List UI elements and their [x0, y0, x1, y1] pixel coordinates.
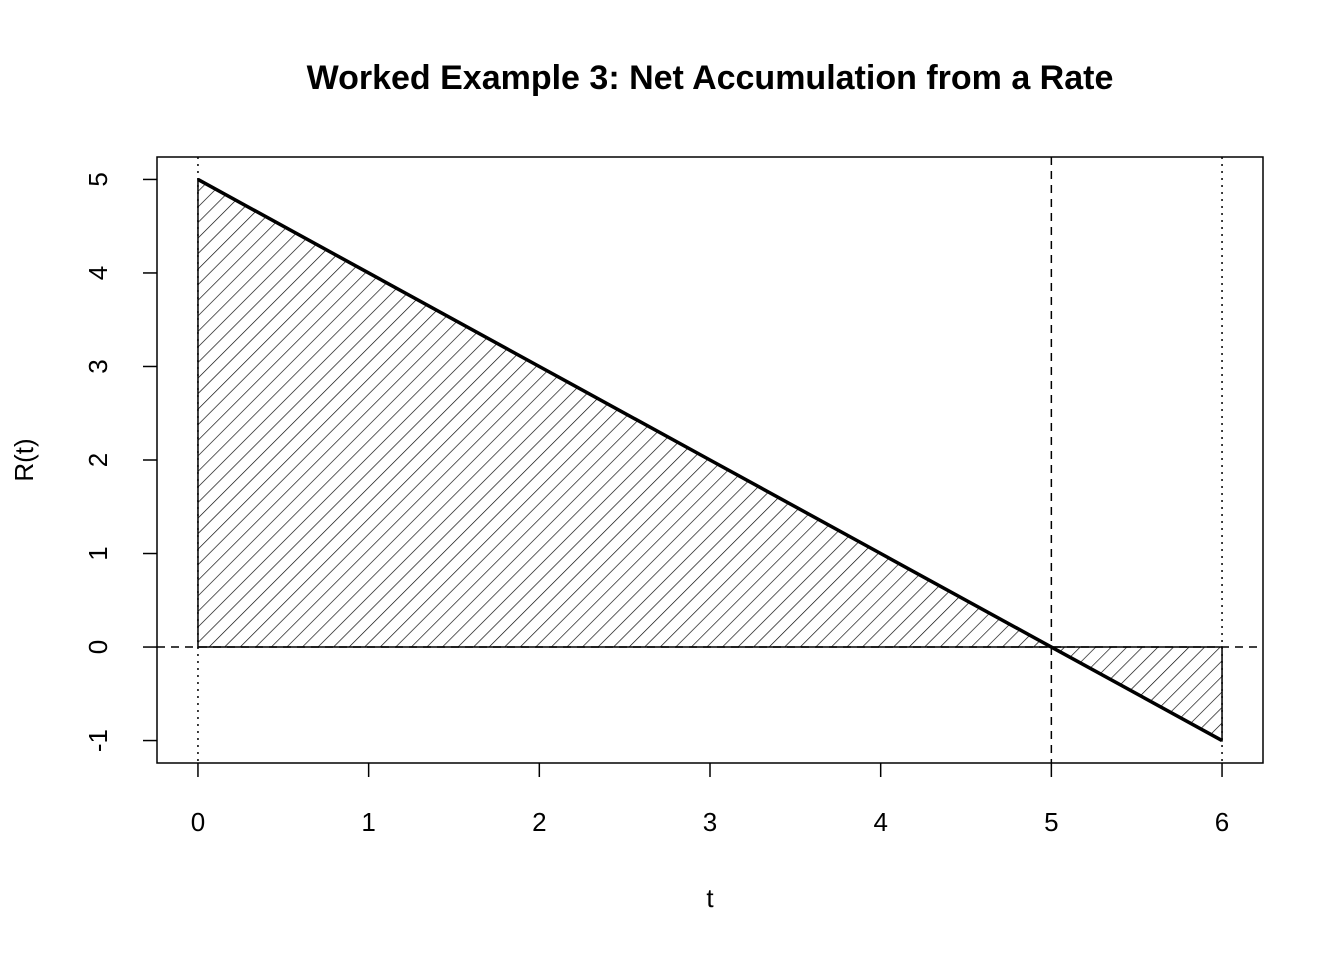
y-tick-label: 4 [83, 266, 113, 280]
x-axis-label: t [706, 883, 714, 913]
x-tick-label: 2 [532, 807, 546, 837]
x-tick-label: 0 [191, 807, 205, 837]
x-tick-label: 6 [1215, 807, 1229, 837]
x-tick-label: 3 [703, 807, 717, 837]
x-tick-label: 4 [873, 807, 887, 837]
y-tick-label: 5 [83, 172, 113, 186]
x-tick-label: 1 [361, 807, 375, 837]
y-tick-label: 3 [83, 359, 113, 373]
x-tick-label: 5 [1044, 807, 1058, 837]
y-axis-label: R(t) [9, 438, 39, 481]
y-tick-label: 0 [83, 640, 113, 654]
y-tick-label: -1 [83, 729, 113, 752]
y-tick-label: 1 [83, 546, 113, 560]
chart-title: Worked Example 3: Net Accumulation from … [307, 59, 1114, 97]
y-tick-label: 2 [83, 453, 113, 467]
